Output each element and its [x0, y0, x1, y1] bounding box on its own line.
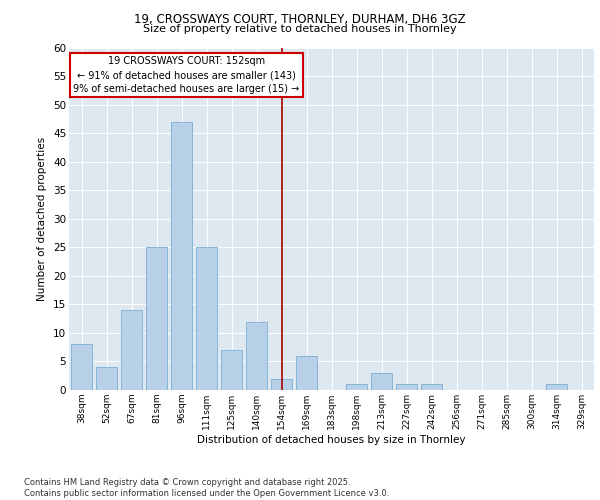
Bar — [296, 356, 317, 390]
Bar — [221, 350, 242, 390]
Text: 19 CROSSWAYS COURT: 152sqm
← 91% of detached houses are smaller (143)
9% of semi: 19 CROSSWAYS COURT: 152sqm ← 91% of deta… — [73, 56, 299, 94]
Bar — [396, 384, 417, 390]
Bar — [271, 378, 292, 390]
Bar — [121, 310, 142, 390]
Text: 19, CROSSWAYS COURT, THORNLEY, DURHAM, DH6 3GZ: 19, CROSSWAYS COURT, THORNLEY, DURHAM, D… — [134, 12, 466, 26]
Text: Size of property relative to detached houses in Thornley: Size of property relative to detached ho… — [143, 24, 457, 34]
Y-axis label: Number of detached properties: Number of detached properties — [37, 136, 47, 301]
Bar — [196, 248, 217, 390]
Bar — [421, 384, 442, 390]
Bar — [96, 367, 117, 390]
Bar — [371, 373, 392, 390]
X-axis label: Distribution of detached houses by size in Thornley: Distribution of detached houses by size … — [197, 434, 466, 444]
Text: Contains HM Land Registry data © Crown copyright and database right 2025.
Contai: Contains HM Land Registry data © Crown c… — [24, 478, 389, 498]
Bar — [546, 384, 567, 390]
Bar — [71, 344, 92, 390]
Bar — [346, 384, 367, 390]
Bar — [146, 248, 167, 390]
Bar — [246, 322, 267, 390]
Bar — [171, 122, 192, 390]
